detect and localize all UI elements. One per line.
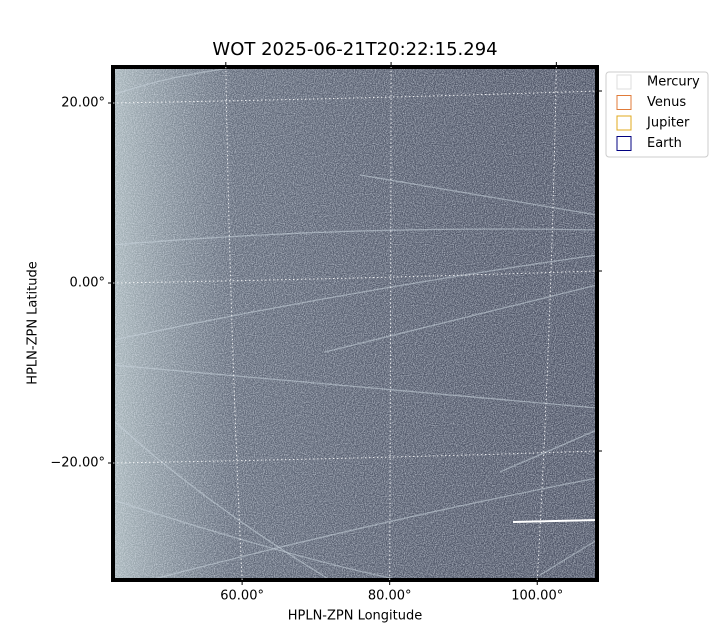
legend-swatch	[616, 95, 632, 110]
x-tick-label: 100.00°	[511, 589, 563, 604]
legend-label: Venus	[647, 95, 686, 110]
grid-line	[112, 270, 598, 284]
y-axis-label: HPLN-ZPN Latitude	[26, 261, 41, 384]
chart-title: WOT 2025-06-21T20:22:15.294	[212, 39, 497, 60]
image	[111, 65, 599, 582]
y-tick-label: −20.00°	[50, 456, 105, 471]
grid-line	[389, 66, 392, 581]
grid-line	[112, 90, 598, 104]
ticks: 60.00° 80.00° 100.00° 20.00° 0.00° −20.00°	[50, 62, 602, 604]
y-tick-label: 20.00°	[61, 96, 105, 111]
legend-swatch	[616, 136, 632, 151]
x-tick-label: 80.00°	[368, 589, 412, 604]
legend: Mercury Venus Jupiter Earth	[605, 71, 709, 158]
legend-label: Mercury	[647, 75, 700, 90]
x-axis-label: HPLN-ZPN Longitude	[288, 609, 423, 624]
legend-swatch	[616, 74, 632, 90]
legend-box	[605, 71, 709, 158]
x-tick-label: 60.00°	[220, 589, 264, 604]
grid-line	[225, 66, 243, 581]
legend-swatch	[616, 115, 632, 131]
legend-label: Earth	[647, 136, 682, 151]
y-tick-label: 0.00°	[70, 276, 105, 291]
grid	[112, 66, 598, 581]
grid-line	[112, 450, 598, 464]
legend-label: Jupiter	[646, 116, 690, 131]
grid-line	[536, 66, 557, 581]
